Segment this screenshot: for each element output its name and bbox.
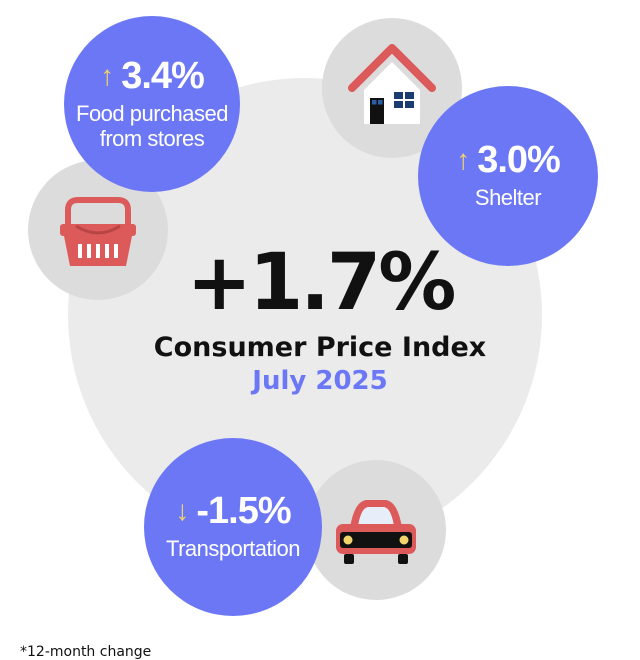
basket-icon xyxy=(60,197,136,266)
food-stat-value: 3.4% xyxy=(121,54,205,97)
headline-title: Consumer Price Index xyxy=(153,332,487,363)
shelter-stat-label: Shelter xyxy=(474,185,542,211)
food-stat-label: Food purchased from stores xyxy=(76,100,229,152)
footnote: *12-month change xyxy=(20,644,152,660)
arrow-down-icon: ↓ xyxy=(175,495,189,527)
shelter-stat-value-row: ↑ 3.0% xyxy=(456,139,561,182)
transportation-stat-value-row: ↓ -1.5% xyxy=(175,490,291,533)
food-stat-circle: ↑ 3.4% Food purchased from stores xyxy=(64,16,240,192)
arrow-up-icon: ↑ xyxy=(456,144,470,176)
headline-period: July 2025 xyxy=(252,366,388,396)
shelter-stat-circle: ↑ 3.0% Shelter xyxy=(418,86,598,266)
shelter-stat-value: 3.0% xyxy=(477,139,561,182)
food-stat-label-line1: Food purchased xyxy=(76,100,229,126)
headline-value: +1.7% xyxy=(186,238,457,328)
food-stat-value-row: ↑ 3.4% xyxy=(100,54,205,97)
house-icon xyxy=(348,44,436,124)
transportation-icon-circle xyxy=(306,460,446,600)
transportation-stat-label: Transportation xyxy=(165,536,301,562)
car-icon xyxy=(336,500,416,564)
food-stat-label-line2: from stores xyxy=(99,126,205,151)
transportation-stat-circle: ↓ -1.5% Transportation xyxy=(144,438,322,616)
arrow-up-icon: ↑ xyxy=(100,59,114,91)
transportation-stat-value: -1.5% xyxy=(196,490,291,533)
